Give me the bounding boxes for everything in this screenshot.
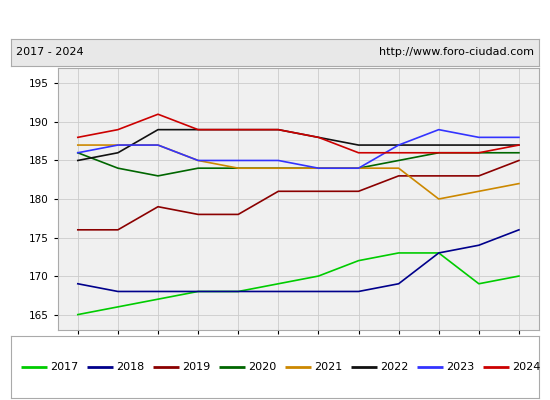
Text: Evolucion num de emigrantes en Utiel: Evolucion num de emigrantes en Utiel [112, 12, 438, 26]
Text: 2024: 2024 [512, 362, 540, 372]
Text: 2017: 2017 [50, 362, 78, 372]
Text: 2023: 2023 [446, 362, 474, 372]
Text: 2018: 2018 [116, 362, 144, 372]
Text: 2021: 2021 [314, 362, 342, 372]
Text: 2020: 2020 [248, 362, 276, 372]
Text: http://www.foro-ciudad.com: http://www.foro-ciudad.com [379, 47, 534, 57]
Text: 2017 - 2024: 2017 - 2024 [16, 47, 84, 57]
Text: 2022: 2022 [380, 362, 408, 372]
Text: 2019: 2019 [182, 362, 210, 372]
